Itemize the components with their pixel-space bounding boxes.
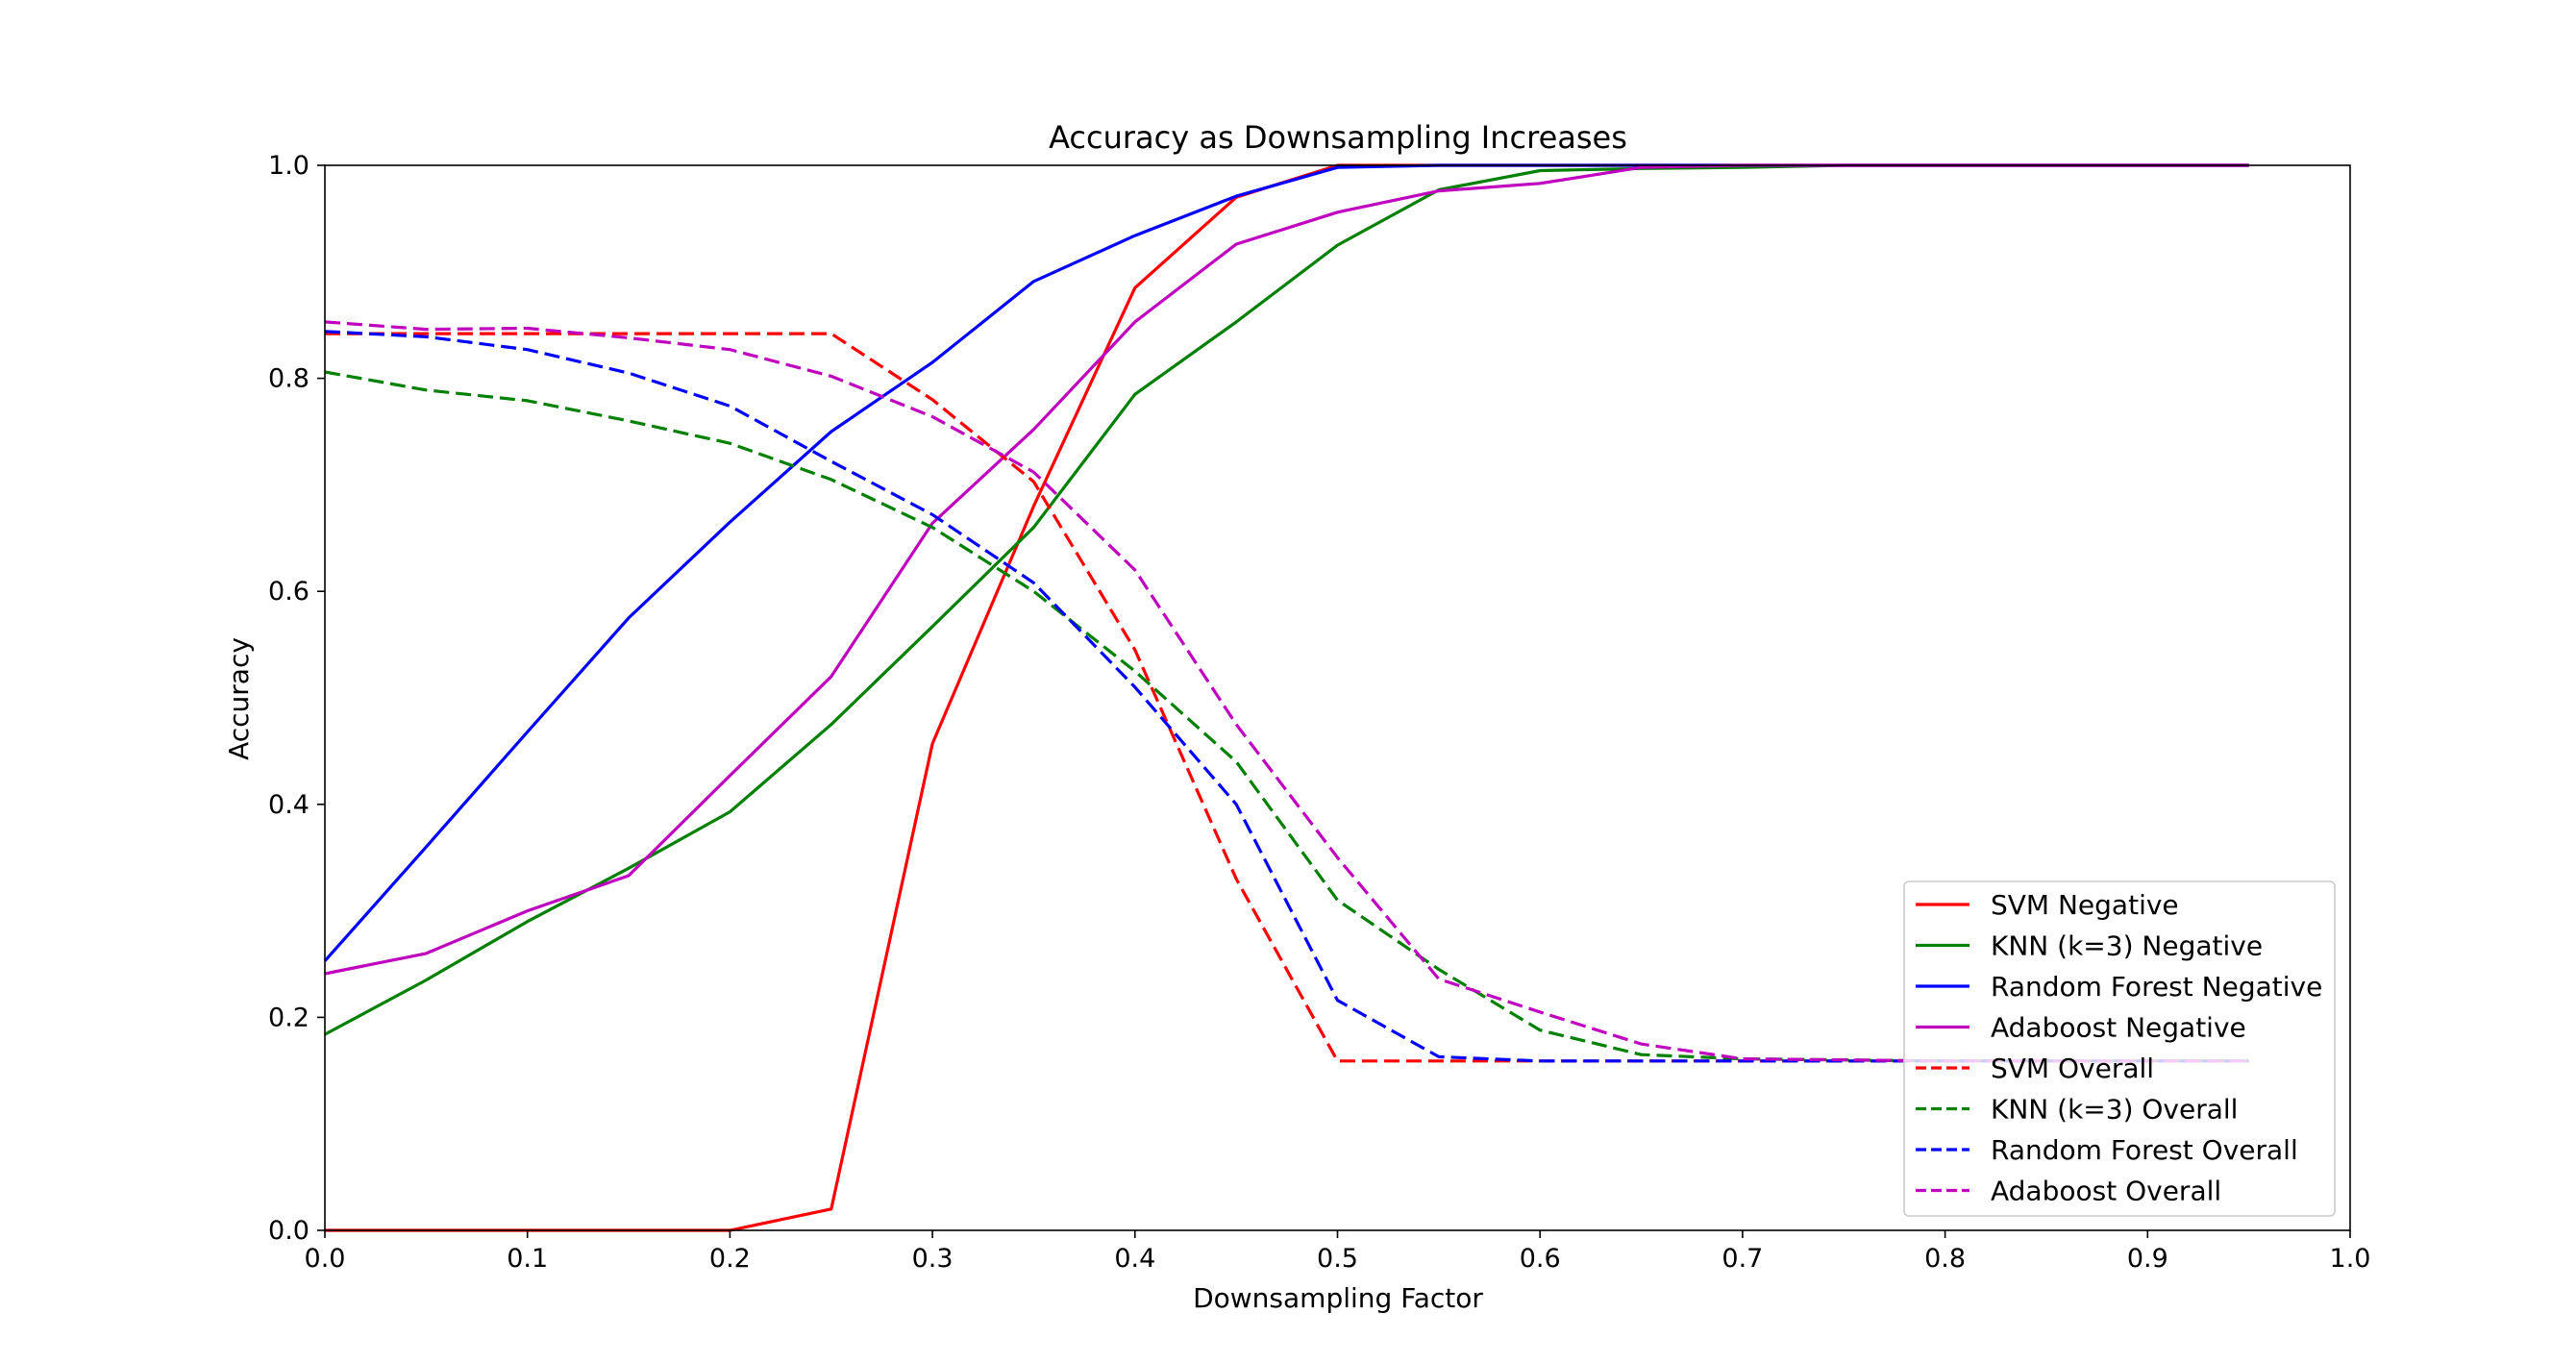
y-tick-label: 1.0: [268, 151, 310, 181]
legend-box: [1903, 880, 2336, 1217]
chart-title: Accuracy as Downsampling Increases: [1049, 119, 1627, 156]
y-tick-label: 0.2: [268, 1003, 310, 1032]
legend-label: Random Forest Negative: [1991, 971, 2322, 1003]
x-tick-label: 0.2: [709, 1244, 751, 1274]
x-tick-label: 0.6: [1520, 1244, 1561, 1274]
y-axis-label: Accuracy: [223, 637, 255, 760]
y-tick-label: 0.4: [268, 790, 310, 820]
x-tick-label: 0.8: [1924, 1244, 1966, 1274]
legend-label: Adaboost Overall: [1991, 1176, 2221, 1207]
legend: SVM Negative KNN (k=3) Negative Random For…: [1903, 880, 2336, 1217]
x-axis-label: Downsampling Factor: [1193, 1282, 1483, 1314]
x-tick-label: 1.0: [2330, 1244, 2371, 1274]
x-tick-label: 0.5: [1317, 1244, 1358, 1274]
legend-label: Random Forest Overall: [1991, 1134, 2298, 1166]
axes: 0.0 0.1 0.2 0.3 0.4 0.5 0.6 0.7 0.8 0.9 1.0 0.0 0.2 0…: [268, 151, 2370, 1274]
x-tick-label: 0.9: [2127, 1244, 2168, 1274]
x-tick-label: 0.7: [1721, 1244, 1763, 1274]
y-tick-label: 0.6: [268, 577, 310, 607]
legend-label: SVM Negative: [1991, 889, 2179, 921]
y-tick-label: 0.0: [268, 1216, 310, 1246]
legend-label: KNN (k=3) Negative: [1991, 930, 2263, 962]
legend-label: Adaboost Negative: [1991, 1012, 2246, 1044]
x-tick-label: 0.1: [507, 1244, 548, 1274]
x-tick-label: 0.3: [912, 1244, 954, 1274]
x-tick-label: 0.0: [305, 1244, 346, 1274]
legend-label: KNN (k=3) Overall: [1991, 1094, 2238, 1126]
x-tick-label: 0.4: [1114, 1244, 1155, 1274]
legend-label: SVM Overall: [1991, 1053, 2154, 1084]
y-tick-label: 0.8: [268, 364, 310, 394]
